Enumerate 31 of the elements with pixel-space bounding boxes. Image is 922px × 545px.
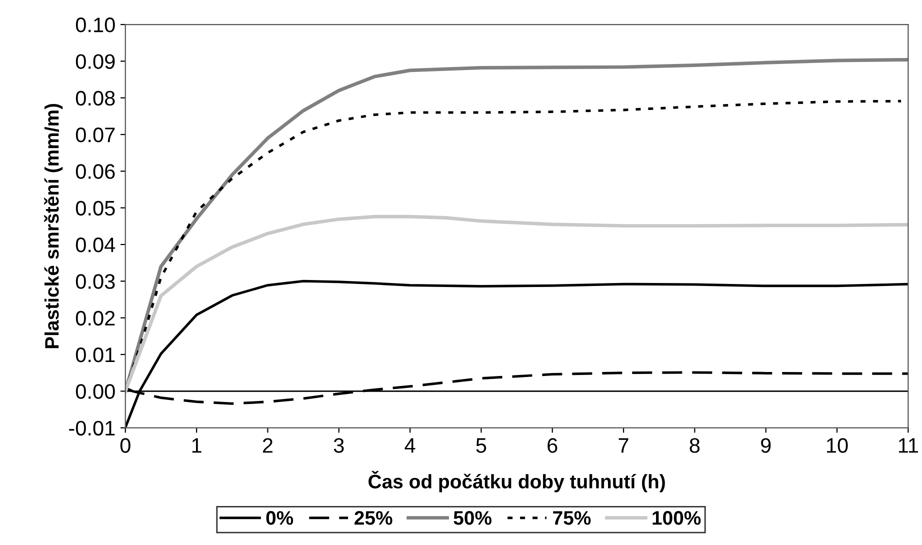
x-tick-label: 11 — [898, 438, 918, 453]
legend-label: 25% — [354, 511, 392, 525]
x-tick-label: 3 — [334, 438, 344, 453]
x-tick-label: 8 — [690, 438, 700, 453]
legend-label: 50% — [454, 511, 492, 525]
x-tick-label: 5 — [476, 438, 486, 453]
x-tick-label: 10 — [827, 438, 848, 453]
y-tick-label: 0.05 — [76, 200, 115, 216]
x-tick-label: 6 — [548, 438, 558, 453]
y-tick-label: 0.07 — [76, 128, 115, 142]
y-tick-label: 0.01 — [76, 348, 115, 362]
legend-label: 75% — [553, 511, 591, 525]
y-tick-label: 0.06 — [76, 164, 115, 179]
y-tick-label: 0.09 — [76, 54, 115, 69]
y-tick-label: -0.01 — [69, 420, 115, 436]
legend-label: 100% — [652, 511, 701, 525]
x-tick-label: 4 — [404, 438, 416, 453]
x-tick-label: 7 — [618, 438, 628, 453]
x-tick-label: 2 — [262, 438, 272, 453]
y-tick-label: 0.08 — [76, 90, 115, 106]
x-tick-label: 0 — [120, 438, 130, 453]
x-axis-title: Čas od počátku doby tuhnutí (h) — [368, 470, 665, 492]
legend-label: 0% — [266, 511, 294, 525]
y-tick-label: 0.10 — [76, 18, 115, 32]
y-axis-title: Plastické smrštění (mm/m) — [44, 104, 63, 348]
x-tick-label: 1 — [192, 438, 202, 453]
y-tick-label: 0.04 — [76, 238, 116, 252]
y-tick-label: 0.02 — [76, 310, 115, 326]
y-tick-label: 0.00 — [76, 384, 115, 399]
x-tick-label: 9 — [761, 438, 771, 453]
y-tick-label: 0.03 — [76, 274, 115, 289]
